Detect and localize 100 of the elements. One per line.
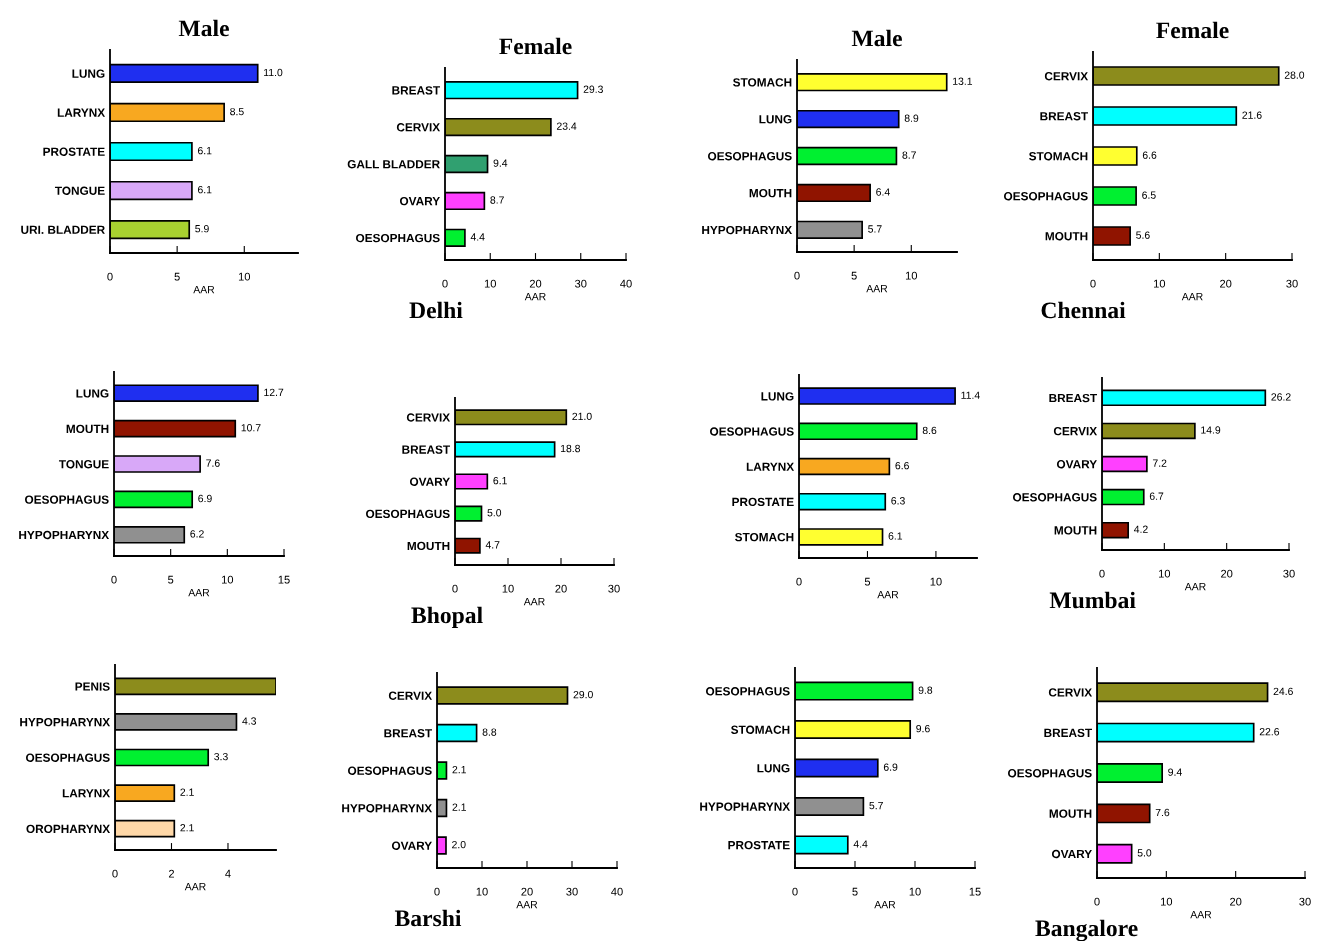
data-label: 7.6 bbox=[206, 459, 220, 467]
x-tick-label: 0 bbox=[1090, 279, 1096, 288]
x-tick-label: 0 bbox=[112, 869, 118, 878]
x-tick-label: 30 bbox=[1299, 897, 1311, 906]
data-label: 18.8 bbox=[560, 444, 581, 453]
data-label: 4.3 bbox=[242, 717, 257, 725]
x-tick-label: 10 bbox=[502, 584, 514, 593]
data-label: 7.6 bbox=[1155, 808, 1170, 817]
data-label: 6.1 bbox=[493, 476, 507, 485]
x-tick-label: 10 bbox=[484, 279, 496, 288]
x-axis-title: AAR bbox=[524, 292, 546, 301]
data-label: 6.2 bbox=[190, 530, 204, 538]
y-tick-label: LUNG bbox=[759, 115, 792, 124]
y-tick-label: MOUTH bbox=[1054, 526, 1097, 535]
y-tick-label: CERVIX bbox=[406, 413, 451, 422]
x-tick-label: 2 bbox=[168, 869, 175, 878]
y-tick-label: MOUTH bbox=[1045, 232, 1088, 241]
y-tick-label: MOUTH bbox=[1049, 809, 1092, 818]
y-tick-label: OESOPHAGUS bbox=[366, 509, 450, 519]
y-tick-label: LARYNX bbox=[57, 108, 106, 117]
data-label: 2.1 bbox=[180, 824, 194, 832]
y-tick-label: PROSTATE bbox=[728, 840, 790, 850]
x-tick-label: 0 bbox=[1099, 569, 1105, 578]
y-tick-label: CERVIX bbox=[1048, 688, 1093, 697]
chart-title: Female bbox=[1156, 21, 1229, 39]
y-tick-label: LUNG bbox=[757, 764, 790, 773]
x-tick-label: 20 bbox=[1220, 279, 1232, 288]
y-tick-label: MOUTH bbox=[407, 541, 450, 551]
y-tick-label: CERVIX bbox=[388, 691, 433, 700]
data-label: 3.3 bbox=[214, 752, 228, 761]
x-tick-label: 30 bbox=[566, 887, 578, 896]
y-tick-label: LARYNX bbox=[62, 789, 111, 798]
data-label: 4.4 bbox=[470, 233, 485, 241]
data-label: 21.6 bbox=[1242, 111, 1262, 119]
data-label: 2.1 bbox=[452, 765, 466, 774]
text: Bhopal bbox=[411, 606, 483, 629]
x-tick-label: 0 bbox=[442, 279, 448, 288]
y-tick-label: OROPHARYNX bbox=[26, 824, 111, 834]
y-tick-label: TONGUE bbox=[54, 186, 105, 195]
y-tick-label: BREAST bbox=[384, 729, 433, 738]
data-label: 5.9 bbox=[195, 225, 209, 233]
data-label: 5.6 bbox=[1136, 231, 1150, 239]
x-tick-label: 4 bbox=[225, 869, 231, 878]
text: Barshi bbox=[394, 909, 462, 927]
x-tick-label: 0 bbox=[796, 577, 802, 586]
x-tick-label: 0 bbox=[792, 887, 798, 896]
y-tick-label: STOMACH bbox=[731, 725, 790, 734]
y-tick-label: STOMACH bbox=[733, 78, 792, 87]
y-tick-label: PROSTATE bbox=[732, 497, 794, 507]
data-label: 9.8 bbox=[918, 686, 933, 694]
y-tick-label: LUNG bbox=[72, 69, 105, 78]
data-label: 8.7 bbox=[902, 151, 916, 159]
data-label: 8.9 bbox=[904, 114, 919, 122]
data-label: 2.1 bbox=[180, 788, 194, 796]
x-tick-label: 10 bbox=[476, 887, 488, 896]
y-tick-label: OESOPHAGUS bbox=[1004, 192, 1088, 201]
data-label: 11.0 bbox=[264, 68, 283, 77]
x-tick-label: 10 bbox=[905, 271, 918, 280]
y-tick-label: OESOPHAGUS bbox=[706, 687, 790, 696]
x-tick-label: 30 bbox=[1286, 279, 1298, 288]
y-tick-label: OVARY bbox=[391, 841, 432, 850]
y-tick-label: BREAST bbox=[402, 445, 451, 454]
x-tick-label: 5 bbox=[168, 575, 174, 584]
chart-title: Female bbox=[499, 37, 572, 55]
y-tick-label: HYPOPHARYNX bbox=[19, 530, 110, 540]
data-label: 7.2 bbox=[1152, 459, 1167, 467]
x-tick-label: 10 bbox=[238, 272, 251, 281]
x-tick-label: 20 bbox=[1230, 897, 1242, 906]
x-tick-label: 5 bbox=[174, 272, 180, 281]
data-label: 5.0 bbox=[487, 509, 502, 517]
data-label: 26.2 bbox=[1271, 393, 1291, 401]
y-tick-label: TONGUE bbox=[58, 460, 109, 469]
x-tick-label: 0 bbox=[794, 271, 800, 280]
data-label: 8.7 bbox=[490, 196, 504, 204]
data-label: 8.6 bbox=[922, 426, 937, 435]
y-tick-label: CERVIX bbox=[396, 123, 441, 132]
data-label: 5.7 bbox=[869, 801, 883, 810]
data-label: 6.1 bbox=[198, 146, 212, 155]
y-tick-label: LUNG bbox=[76, 389, 109, 398]
x-tick-label: 20 bbox=[1221, 569, 1233, 578]
data-label: 29.0 bbox=[573, 690, 593, 699]
y-tick-label: MOUTH bbox=[66, 424, 109, 434]
y-tick-label: CERVIX bbox=[1044, 72, 1089, 81]
data-label: 24.6 bbox=[1273, 687, 1293, 696]
data-label: 21.0 bbox=[572, 412, 592, 421]
x-axis-title: AAR bbox=[193, 285, 215, 294]
chart-title: Male bbox=[178, 19, 229, 37]
y-tick-label: LUNG bbox=[761, 392, 794, 401]
y-tick-label: STOMACH bbox=[1029, 152, 1088, 161]
data-label: 6.9 bbox=[883, 763, 898, 771]
data-label: 29.3 bbox=[583, 85, 603, 93]
y-tick-label: BREAST bbox=[1049, 393, 1098, 403]
y-tick-label: LARYNX bbox=[746, 462, 795, 471]
x-tick-label: 20 bbox=[521, 887, 533, 896]
data-label: 11.4 bbox=[961, 391, 980, 399]
chart-title: Male bbox=[851, 29, 902, 47]
x-tick-label: 0 bbox=[111, 575, 117, 584]
x-tick-label: 0 bbox=[452, 584, 458, 593]
text: Bangalore bbox=[1035, 919, 1138, 941]
data-label: 8.5 bbox=[230, 107, 244, 116]
